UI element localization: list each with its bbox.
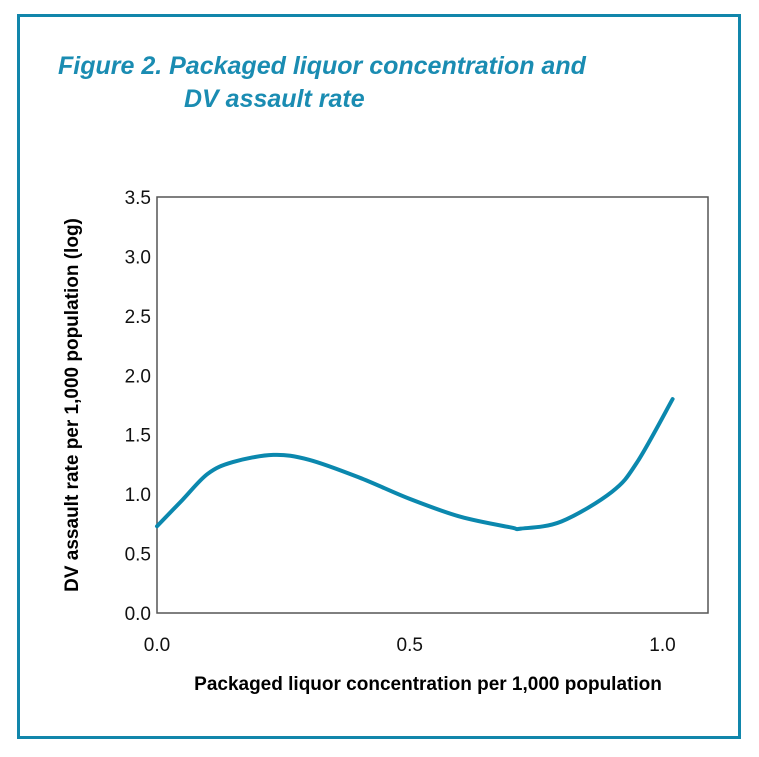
y-tick-label: 1.5 xyxy=(125,426,151,447)
figure-frame xyxy=(17,14,741,739)
plot-area xyxy=(156,196,709,614)
y-tick-label: 3.0 xyxy=(125,247,151,268)
x-axis-label: Packaged liquor concentration per 1,000 … xyxy=(194,674,662,695)
x-tick-label: 0.5 xyxy=(397,635,423,656)
y-tick-label: 2.5 xyxy=(125,307,151,328)
y-tick-label: 0.0 xyxy=(125,604,151,625)
y-tick-label: 2.0 xyxy=(125,366,151,387)
y-axis-label: DV assault rate per 1,000 population (lo… xyxy=(62,218,83,592)
series-line xyxy=(155,397,675,532)
chart-title: Figure 2. Packaged liquor concentration … xyxy=(58,50,586,116)
y-tick-label: 3.5 xyxy=(125,188,151,209)
y-tick-label: 1.0 xyxy=(125,485,151,506)
x-tick-label: 0.0 xyxy=(144,635,170,656)
x-tick-label: 1.0 xyxy=(649,635,675,656)
title-line-2: DV assault rate xyxy=(184,85,365,113)
title-line-1: Figure 2. Packaged liquor concentration … xyxy=(58,52,586,80)
y-tick-label: 0.5 xyxy=(125,545,151,566)
